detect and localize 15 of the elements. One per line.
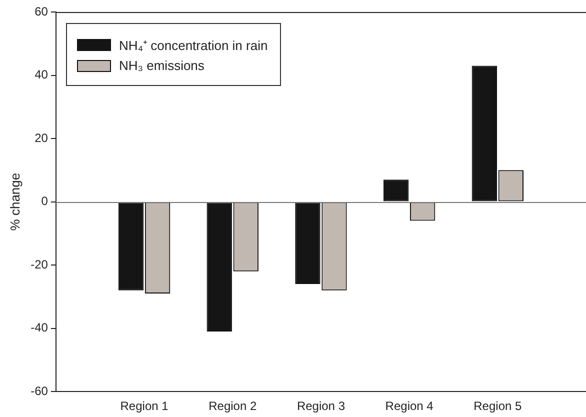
x-tick-label: Region 5 <box>474 399 522 414</box>
y-tick-label: -60 <box>30 384 48 398</box>
y-tick-label: 0 <box>41 194 48 208</box>
legend-label: NH₄⁺ concentration in rain <box>118 37 268 54</box>
y-tick-label: 60 <box>34 4 48 18</box>
y-axis-title: % change <box>7 172 22 231</box>
y-tick-label: -20 <box>30 257 48 272</box>
x-tick-label: Region 1 <box>120 399 169 414</box>
x-tick-label: Region 3 <box>296 399 346 414</box>
x-tick-label: Region 2 <box>208 399 257 414</box>
y-tick-label: 40 <box>34 68 48 82</box>
x-tick-label: Region 4 <box>385 399 434 414</box>
y-tick-label: -40 <box>30 320 48 335</box>
legend-label: NH₃ emissions <box>118 58 204 73</box>
y-tick-label: 20 <box>34 130 48 145</box>
